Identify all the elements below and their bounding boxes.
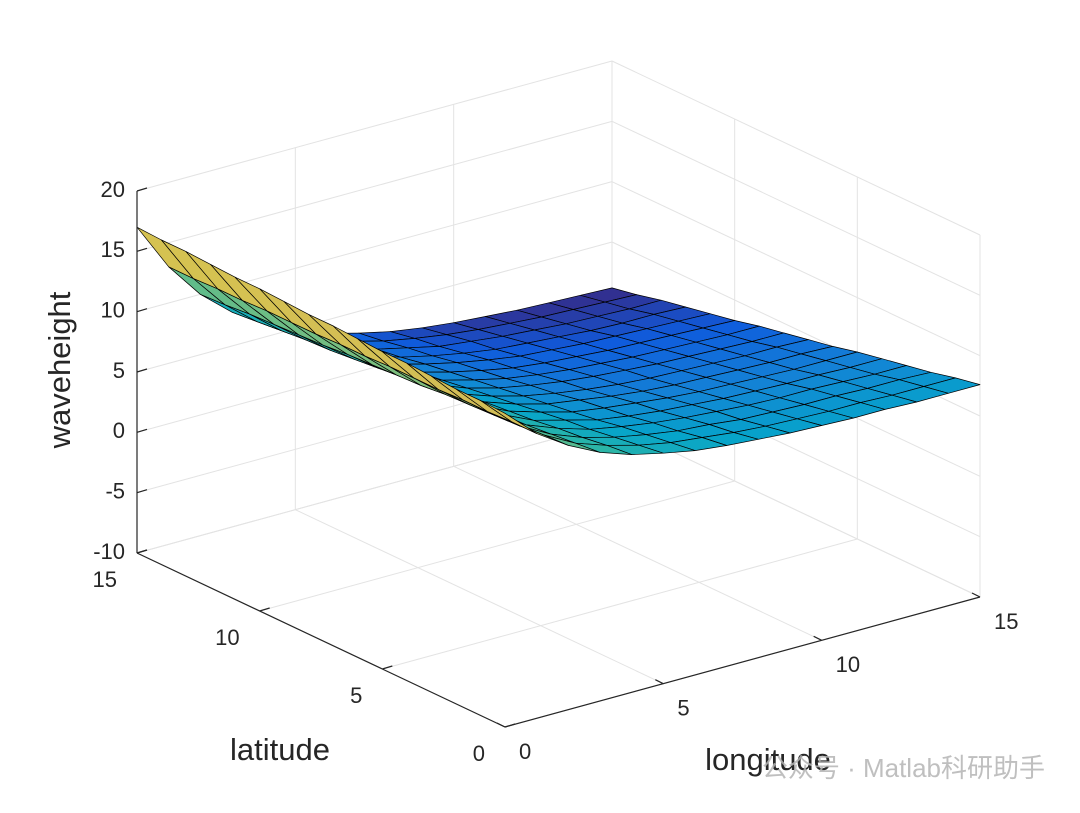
x-tick-label: 5 [677, 695, 689, 720]
z-tick [136, 428, 148, 433]
x-tick-label: 15 [994, 609, 1018, 634]
z-tick-label: -5 [105, 478, 125, 503]
grid-line [136, 60, 613, 192]
y-axis-line [136, 552, 506, 728]
x-tick [655, 679, 664, 685]
x-axis-label: longitude [705, 742, 831, 777]
y-tick-label: 10 [215, 625, 239, 650]
z-tick [136, 187, 148, 192]
x-axis-line [504, 596, 981, 728]
z-tick-label: -10 [93, 539, 125, 564]
z-tick [136, 308, 148, 313]
grid-line [259, 480, 735, 612]
watermark: 公众号 · Matlab科研助手 [762, 753, 1045, 783]
grid-line [295, 509, 664, 685]
grid-line [453, 465, 822, 641]
y-tick-label: 0 [473, 741, 485, 766]
z-tick [136, 549, 148, 554]
x-tick [496, 722, 506, 728]
z-tick-label: 5 [113, 358, 125, 383]
y-tick-label: 5 [350, 683, 362, 708]
x-tick [813, 635, 822, 641]
y-tick [259, 607, 270, 612]
grid-layer [136, 60, 981, 728]
surface-layer [136, 226, 981, 455]
z-tick-label: 15 [101, 237, 125, 262]
grid-line [382, 538, 858, 670]
z-tick [136, 489, 148, 494]
z-tick-label: 20 [101, 177, 125, 202]
grid-line [136, 422, 613, 554]
surface-patch [480, 400, 538, 434]
y-tick-label: 15 [93, 567, 117, 592]
y-axis-label: latitude [230, 732, 330, 767]
axis-layer: 0 5 10 15 0 5 10 15 -10 -5 0 5 10 15 20 [93, 177, 1019, 766]
grid-line [136, 120, 613, 252]
y-tick [382, 665, 393, 670]
grid-line [611, 60, 981, 236]
x-tick-label: 10 [836, 652, 860, 677]
y-tick [504, 723, 516, 728]
z-tick-label: 10 [101, 297, 125, 322]
x-tick [971, 592, 981, 598]
x-tick-label: 0 [519, 739, 531, 764]
grid-line [136, 241, 613, 373]
z-axis-label: waveheight [42, 291, 77, 449]
z-tick [136, 368, 148, 373]
grid-line [611, 120, 981, 296]
z-tick-label: 0 [113, 418, 125, 443]
grid-line [611, 181, 981, 357]
z-tick [136, 247, 148, 252]
